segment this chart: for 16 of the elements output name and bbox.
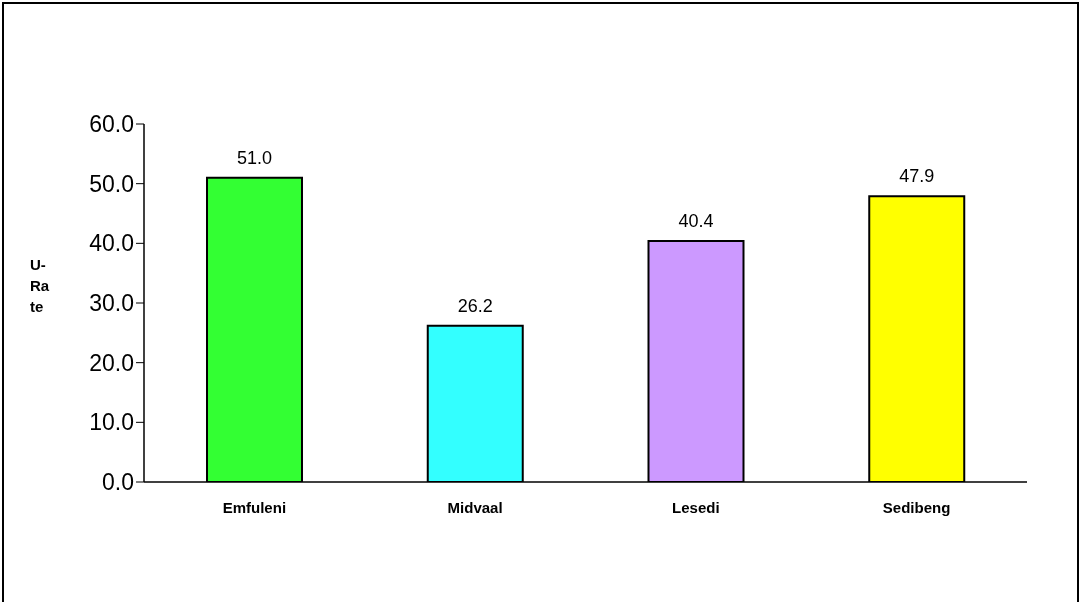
y-tick-label: 0.0 <box>102 469 134 496</box>
y-tick-label: 30.0 <box>89 290 134 317</box>
x-tick-label: Midvaal <box>447 498 503 516</box>
data-label: 40.4 <box>678 210 714 231</box>
y-tick-label: 10.0 <box>89 409 134 436</box>
x-tick-label: Emfuleni <box>222 498 287 516</box>
x-tick-label: Lesedi <box>672 498 720 516</box>
y-tick-label: 50.0 <box>89 170 134 197</box>
y-tick-label: 20.0 <box>89 349 134 376</box>
y-tick-label: 60.0 <box>89 111 134 138</box>
y-axis-title: U-Rate <box>30 255 51 317</box>
x-tick-label: Sedibeng <box>882 498 951 516</box>
data-label: 47.9 <box>899 166 935 187</box>
data-label: 26.2 <box>457 295 493 316</box>
y-tick-label: 40.0 <box>89 230 134 257</box>
data-label: 51.0 <box>236 147 273 168</box>
